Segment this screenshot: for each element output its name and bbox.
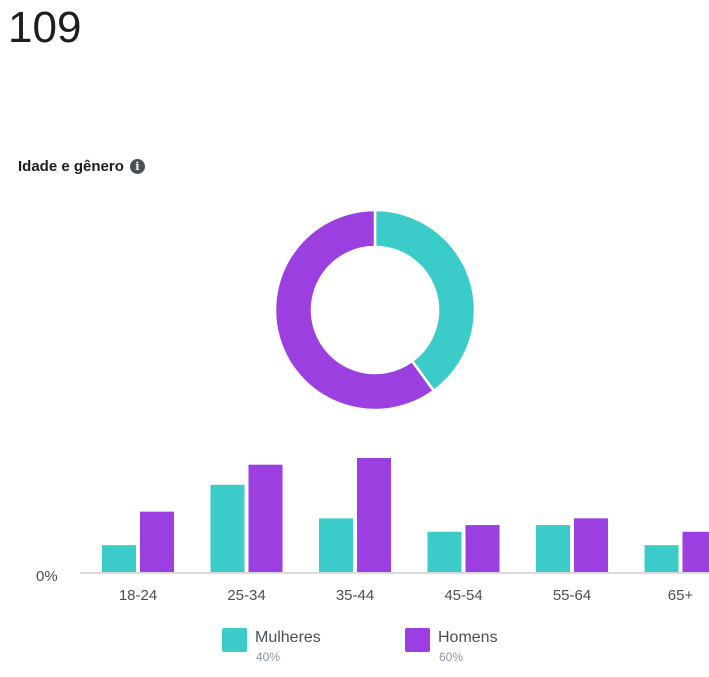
section-title: Idade e gênero i bbox=[18, 158, 145, 175]
bar-homens-55-64[interactable] bbox=[574, 518, 608, 572]
bar-mulheres-18-24[interactable] bbox=[102, 545, 136, 572]
total-count: 109 bbox=[8, 3, 82, 52]
bar-homens-18-24[interactable] bbox=[140, 511, 174, 572]
section-title-text: Idade e gênero bbox=[18, 158, 124, 175]
legend-item-women[interactable]: Mulheres 40% bbox=[222, 628, 321, 664]
bar-mulheres-65+[interactable] bbox=[644, 545, 679, 572]
x-tick-label: 55-64 bbox=[553, 587, 591, 604]
donut-slice-homens[interactable] bbox=[273, 208, 436, 412]
x-tick-label: 65+ bbox=[668, 587, 694, 604]
bar-mulheres-25-34[interactable] bbox=[210, 484, 245, 572]
legend-swatch-men bbox=[405, 628, 430, 652]
legend-item-men[interactable]: Homens 60% bbox=[405, 628, 498, 664]
bar-homens-65+[interactable] bbox=[682, 531, 709, 572]
bar-homens-35-44[interactable] bbox=[357, 458, 391, 572]
x-tick-label: 45-54 bbox=[444, 587, 482, 604]
donut-slice-mulheres[interactable] bbox=[373, 208, 477, 393]
legend-label-men: Homens bbox=[438, 629, 498, 646]
legend-swatch-women bbox=[222, 628, 247, 652]
bar-mulheres-45-54[interactable] bbox=[427, 531, 462, 572]
x-tick-label: 25-34 bbox=[227, 587, 265, 604]
x-tick-label: 35-44 bbox=[336, 587, 374, 604]
y-tick-label: 0% bbox=[36, 568, 58, 585]
x-tick-label: 18-24 bbox=[119, 587, 157, 604]
bar-mulheres-35-44[interactable] bbox=[319, 518, 353, 572]
legend-percent-men: 60% bbox=[439, 650, 464, 664]
bar-mulheres-55-64[interactable] bbox=[536, 525, 570, 572]
bar-homens-25-34[interactable] bbox=[248, 464, 283, 572]
legend-percent-women: 40% bbox=[256, 650, 281, 664]
legend-label-women: Mulheres bbox=[255, 629, 321, 646]
gender-donut-chart bbox=[273, 208, 477, 412]
age-bar-chart bbox=[102, 458, 709, 572]
info-circle-icon[interactable]: i bbox=[129, 159, 145, 174]
x-tick-labels: 18-24 25-34 35-44 45-54 55-64 65+ bbox=[119, 587, 694, 604]
bar-homens-45-54[interactable] bbox=[465, 525, 500, 572]
